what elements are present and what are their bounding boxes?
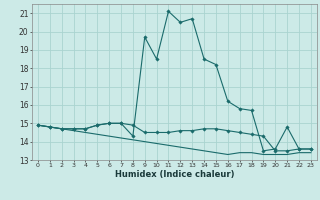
X-axis label: Humidex (Indice chaleur): Humidex (Indice chaleur) bbox=[115, 170, 234, 179]
